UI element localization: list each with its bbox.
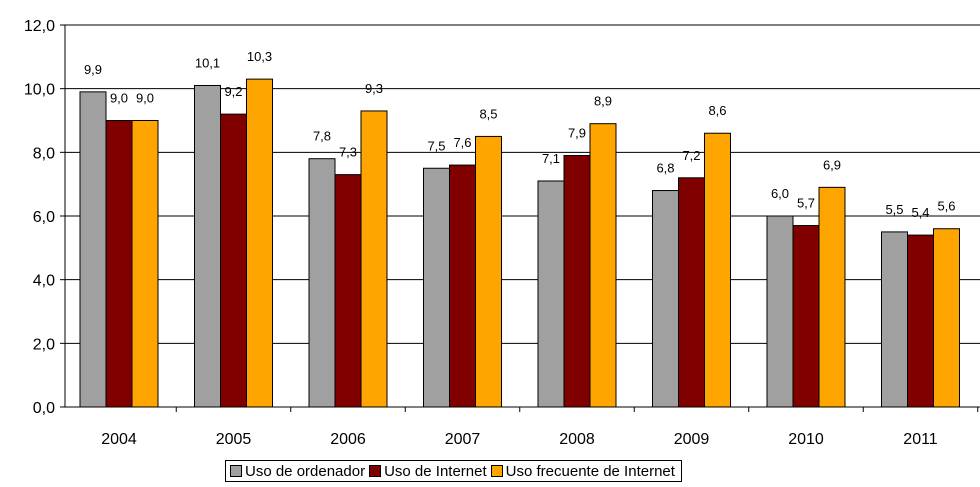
legend-item-uso-frecuente-de-internet: Uso frecuente de Internet — [490, 462, 675, 480]
legend-swatch-uso-de-internet — [369, 465, 382, 477]
data-label: 7,3 — [339, 145, 357, 160]
bar-uso-de-ordenador — [194, 84, 221, 408]
data-label: 9,2 — [224, 84, 242, 99]
y-tick-label: 8,0 — [33, 145, 55, 162]
bar-chart: 0,0 2,0 4,0 6,0 8,0 10,0 12,0 2004 2005 2006 2007 2… — [24, 18, 980, 448]
y-tick-label: 0,0 — [33, 400, 55, 417]
x-tick-label: 2011 — [903, 431, 938, 448]
x-tick-label: 2010 — [788, 431, 824, 448]
bar-uso-de-internet — [907, 234, 934, 408]
bar-uso-de-internet — [334, 174, 362, 408]
y-tick-label: 6,0 — [33, 209, 55, 226]
y-tick-label: 2,0 — [33, 336, 55, 353]
data-label: 6,9 — [823, 157, 841, 172]
legend: Uso de ordenador Uso de Internet Uso fre… — [225, 460, 682, 482]
bar-uso-de-ordenador — [766, 215, 794, 408]
data-label: 8,6 — [708, 103, 726, 118]
x-tick-label: 2007 — [445, 431, 481, 448]
bar-uso-de-ordenador — [79, 91, 107, 408]
bar-uso-frecuente-de-internet — [589, 123, 617, 408]
data-label: 5,5 — [885, 202, 903, 217]
y-tick-label: 12,0 — [24, 18, 55, 35]
data-label: 5,6 — [937, 199, 955, 214]
bar-uso-de-internet — [563, 155, 591, 408]
legend-item-uso-de-ordenador: Uso de ordenador — [230, 463, 365, 480]
bar-uso-frecuente-de-internet — [246, 78, 273, 408]
data-label: 9,0 — [136, 91, 154, 106]
axes: 0,0 2,0 4,0 6,0 8,0 10,0 12,0 2004 2005 2006 2007 2… — [24, 18, 980, 448]
data-label: 7,8 — [313, 129, 331, 144]
x-tick-label: 2005 — [216, 431, 252, 448]
x-tick-label: 2006 — [330, 431, 366, 448]
x-tick-label: 2004 — [101, 431, 137, 448]
bar-uso-de-internet — [678, 177, 705, 408]
legend-label: Uso frecuente de Internet — [505, 462, 675, 480]
bar-uso-frecuente-de-internet — [360, 110, 388, 408]
x-tick-label: 2009 — [674, 431, 710, 448]
bar-uso-de-ordenador — [537, 180, 565, 408]
bar-uso-frecuente-de-internet — [933, 228, 960, 408]
data-label: 9,9 — [84, 62, 102, 77]
data-label: 7,5 — [427, 138, 445, 153]
bar-uso-de-internet — [105, 120, 133, 408]
data-label: 7,2 — [682, 148, 700, 163]
data-label: 7,6 — [453, 135, 471, 150]
y-tick-label: 4,0 — [33, 273, 55, 290]
bar-uso-de-internet — [449, 164, 476, 408]
data-label: 9,0 — [110, 91, 128, 106]
data-label: 5,7 — [797, 196, 815, 211]
bar-uso-frecuente-de-internet — [131, 120, 159, 408]
bar-uso-de-ordenador — [652, 190, 679, 408]
data-label: 9,3 — [365, 81, 383, 96]
legend-swatch-uso-frecuente-de-internet — [490, 465, 503, 477]
legend-swatch-uso-de-ordenador — [230, 465, 242, 477]
data-label: 5,4 — [911, 205, 929, 220]
data-label: 7,9 — [568, 126, 586, 141]
data-label: 8,9 — [594, 94, 612, 109]
data-label: 10,3 — [247, 49, 272, 64]
legend-item-uso-de-internet: Uso de Internet — [369, 463, 487, 480]
bar-uso-de-ordenador — [308, 158, 336, 408]
bars — [79, 78, 960, 408]
data-labels: 9,9 10,1 7,8 7,5 7,1 6,8 6,0 5,5 9,0 9,2 7,3 7,6 7,9… — [84, 49, 956, 220]
legend-label: Uso de ordenador — [245, 462, 366, 480]
x-tick-label: 2008 — [559, 431, 595, 448]
data-label: 6,0 — [771, 186, 789, 201]
bar-uso-frecuente-de-internet — [704, 132, 731, 408]
data-label: 7,1 — [542, 151, 560, 166]
y-tick-label: 10,0 — [24, 82, 55, 99]
bar-uso-de-ordenador — [881, 231, 908, 408]
bar-uso-frecuente-de-internet — [475, 135, 502, 408]
data-label: 8,5 — [479, 106, 497, 121]
bar-uso-frecuente-de-internet — [818, 186, 846, 408]
data-label: 10,1 — [195, 55, 220, 70]
bar-uso-de-ordenador — [423, 167, 450, 408]
data-label: 6,8 — [656, 161, 674, 176]
bar-uso-de-internet — [220, 113, 247, 408]
bar-uso-de-internet — [792, 225, 820, 408]
legend-label: Uso de Internet — [384, 462, 487, 480]
